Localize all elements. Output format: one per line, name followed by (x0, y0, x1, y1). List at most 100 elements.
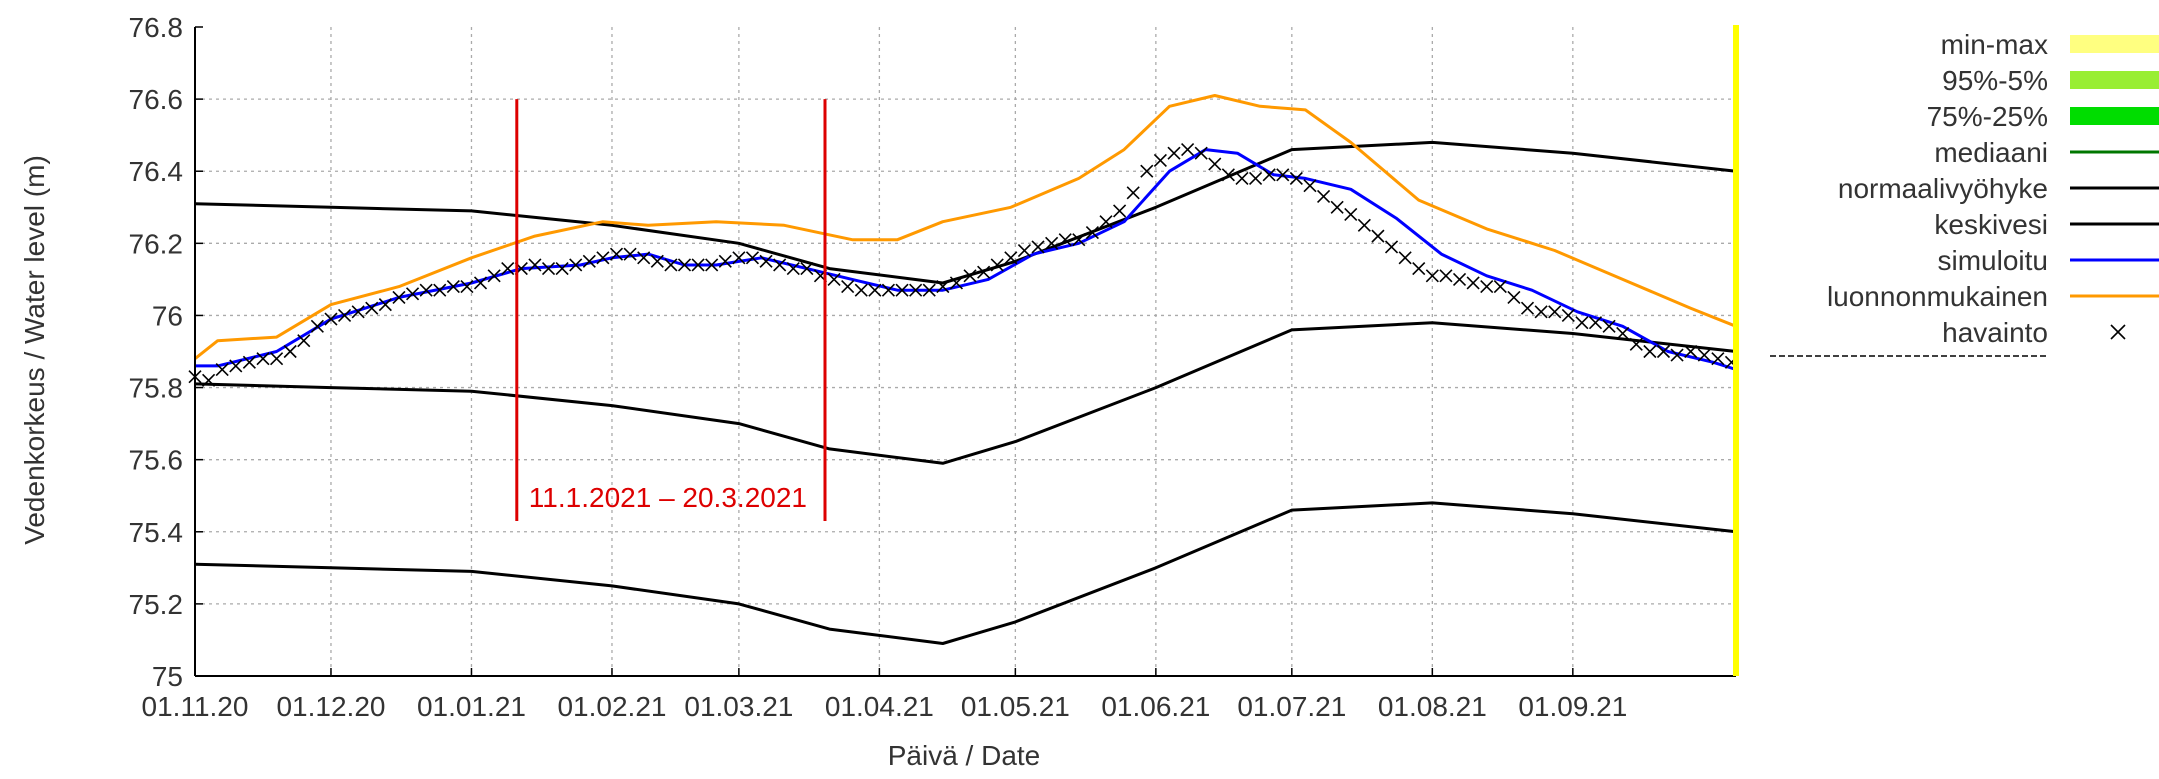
observation-marker (1493, 280, 1507, 294)
observation-marker (569, 258, 583, 272)
observation-marker (1221, 168, 1235, 182)
observation-marker (677, 258, 692, 272)
marker-stroke (773, 258, 787, 272)
marker-stroke (365, 301, 379, 315)
marker-stroke (1520, 301, 1535, 315)
marker-stroke (202, 373, 216, 387)
marker-stroke (229, 359, 243, 373)
observation-marker (1480, 280, 1494, 294)
observation-marker (1181, 143, 1195, 157)
series-line-normaalivyöhyke-upper (194, 140, 1737, 285)
marker-stroke (1303, 179, 1317, 193)
observation-marker (800, 262, 814, 276)
observation-marker (609, 247, 624, 261)
marker-stroke (963, 269, 977, 283)
observation-marker (1520, 301, 1535, 315)
observation-marker (473, 276, 488, 290)
observation-marker (1017, 243, 1031, 258)
observation-marker (501, 262, 515, 276)
marker-stroke (242, 355, 256, 369)
observation-marker (1153, 153, 1167, 167)
marker-stroke (392, 290, 406, 304)
axes (194, 25, 1739, 677)
observation-marker (242, 355, 256, 369)
y-tick-label: 76 (152, 300, 183, 331)
x-tick-label: 01.09.21 (1518, 691, 1627, 722)
observation-marker (854, 283, 868, 297)
legend-swatch (2070, 71, 2159, 89)
marker-stroke (936, 280, 950, 294)
marker-stroke (650, 254, 664, 268)
marker-stroke (1656, 344, 1671, 359)
marker-stroke (1643, 344, 1657, 359)
marker-stroke (473, 276, 488, 290)
observation-marker (460, 280, 474, 294)
marker-stroke (541, 262, 556, 276)
observation-marker (1412, 262, 1426, 276)
observation-marker (392, 290, 406, 304)
marker-stroke (1099, 215, 1113, 229)
marker-stroke (338, 308, 352, 323)
marker-stroke (596, 251, 610, 265)
observation-marker (555, 262, 569, 276)
legend-label: min-max (1941, 29, 2048, 60)
marker-stroke (800, 262, 814, 276)
observation-marker (283, 344, 297, 359)
observation-marker (446, 280, 460, 294)
marker-stroke (841, 280, 855, 294)
observation-marker (759, 254, 773, 268)
marker-stroke (1113, 204, 1127, 218)
observation-marker (541, 262, 556, 276)
marker-stroke (419, 283, 433, 297)
observation-marker (1466, 276, 1480, 290)
marker-stroke (1276, 168, 1290, 182)
y-tick-label: 75.8 (129, 373, 184, 404)
y-axis-label: Vedenkorkeus / Water level (m) (19, 155, 50, 545)
marker-stroke (1684, 344, 1698, 359)
marker-stroke (1153, 153, 1167, 167)
marker-stroke (1316, 189, 1331, 204)
observation-marker (1616, 326, 1630, 341)
marker-stroke (1371, 229, 1385, 243)
marker-stroke (1439, 269, 1453, 283)
legend-item: simuloitu (1938, 245, 2159, 276)
marker-stroke (1480, 280, 1494, 294)
legend-item: min-max (1941, 29, 2159, 60)
observation-marker (1289, 171, 1303, 185)
marker-stroke (1181, 143, 1195, 157)
observation-marker (1684, 344, 1698, 359)
marker-stroke (1289, 171, 1303, 185)
observation-marker (1643, 344, 1657, 359)
observation-marker (1316, 189, 1331, 204)
observation-marker (977, 265, 991, 279)
marker-stroke (827, 272, 841, 286)
y-tick-label: 76.4 (129, 156, 184, 187)
observation-marker (1085, 225, 1099, 240)
observation-marker (1262, 168, 1276, 182)
observation-marker (202, 373, 216, 387)
marker-stroke (310, 319, 324, 333)
marker-stroke (677, 258, 692, 272)
observation-marker (1371, 229, 1385, 243)
x-tick-label: 01.02.21 (557, 691, 666, 722)
marker-stroke (868, 283, 882, 297)
observation-marker (378, 298, 392, 312)
x-tick-label: 01.08.21 (1378, 691, 1487, 722)
legend-item: 75%-25% (1927, 101, 2159, 132)
observation-marker (1208, 157, 1222, 171)
observation-marker (895, 283, 909, 297)
observation-marker (868, 283, 882, 297)
observation-marker (1249, 171, 1263, 185)
observation-marker (650, 254, 664, 268)
observation-marker (881, 283, 896, 297)
observation-marker (1534, 305, 1548, 319)
observation-marker (1167, 146, 1181, 160)
observation-marker (1398, 251, 1412, 265)
x-tick-label: 01.03.21 (684, 691, 793, 722)
observation-marker (1629, 337, 1643, 351)
observation-marker (963, 269, 977, 283)
observation-marker (528, 258, 542, 272)
observation-marker (1588, 316, 1603, 330)
observation-marker (691, 258, 705, 272)
